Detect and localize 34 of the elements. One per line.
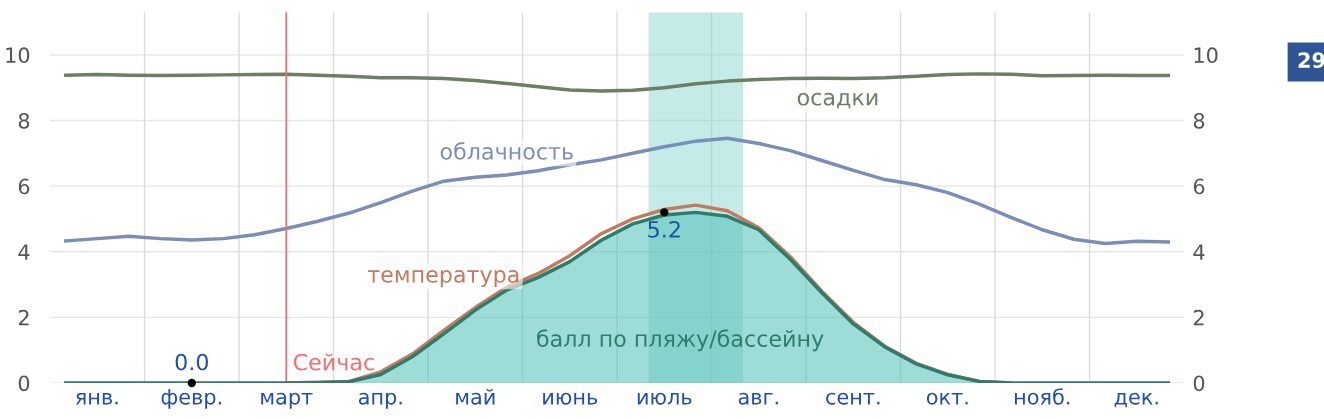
series-label: осадки [797,92,878,109]
x-tick-label: июнь [543,392,598,405]
x-tick-label: дек. [1114,392,1158,408]
x-tick-label: май [456,388,495,405]
x-tick-label: авг. [738,392,778,405]
y2-tick-label: 6 [1193,178,1205,195]
y-tick-label: 8 [18,112,30,129]
y-tick-label: 0 [18,375,30,392]
series-label: облачность [440,142,573,160]
y-tick-label: 10 [6,47,30,64]
series-label: температура [367,270,519,288]
x-tick-label: март [261,392,313,409]
x-tick-label: апр. [358,392,402,409]
x-tick-label: янв. [75,393,118,405]
y2-tick-label: 8 [1193,112,1205,129]
y2-tick-label: 4 [1193,244,1205,260]
line-series [64,72,1171,93]
x-tick-label: февр. [161,389,221,409]
annotation: 5.2 [648,220,680,238]
y-tick-label: 4 [18,244,30,260]
y-tick-label: 6 [18,178,30,195]
y2-tick-label: 2 [1193,309,1204,326]
x-tick-label: сент. [826,392,880,405]
series-label: балл по пляжу/бассейну [537,329,824,352]
y2-tick-label: 10 [1194,47,1218,64]
y-tick-label: 2 [18,309,29,326]
x-tick-label: нояб. [1015,388,1070,405]
ref-line-label: Сейчас [293,353,374,371]
x-tick-label: июль [637,392,692,405]
x-tick-label: окт. [926,392,968,405]
annotation: 0.0 [175,353,208,371]
y2-tick-label: 0 [1193,375,1205,392]
text: 29 [1298,52,1324,69]
line-series [64,136,1171,246]
